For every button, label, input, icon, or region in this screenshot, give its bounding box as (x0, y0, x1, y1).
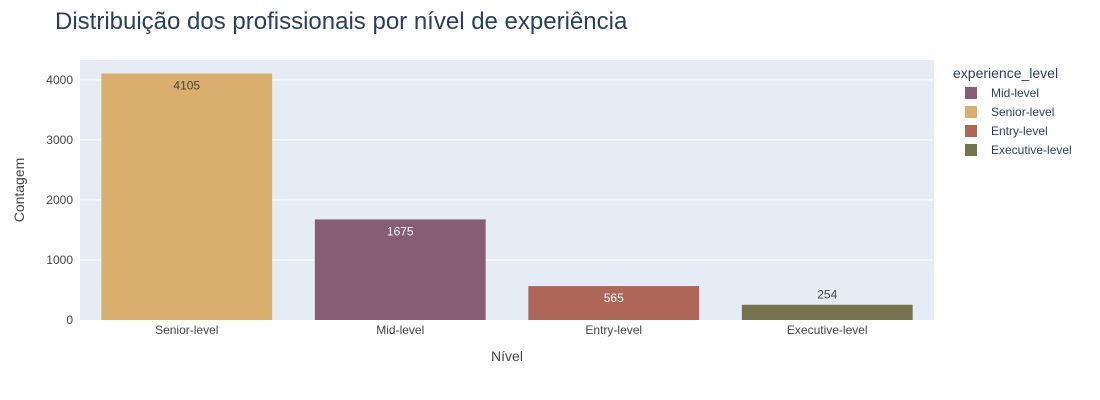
chart-title: Distribuição dos profissionais por nível… (55, 8, 628, 35)
legend-swatch (965, 87, 977, 99)
bar-value-label: 254 (817, 288, 837, 302)
legend-item-executive-level[interactable]: Executive-level (965, 143, 1072, 157)
bar-mid-level[interactable] (314, 219, 486, 320)
bar-entry-level[interactable] (528, 286, 700, 320)
legend-swatch (965, 144, 977, 156)
bar-value-label: 4105 (173, 79, 200, 93)
legend-item-senior-level[interactable]: Senior-level (965, 105, 1054, 119)
legend[interactable]: Mid-level Senior-level Entry-level Executiv… (965, 86, 1072, 157)
y-tick-label: 1000 (46, 253, 73, 267)
legend-item-mid-level[interactable]: Mid-level (965, 86, 1039, 100)
legend-label: Entry-level (991, 124, 1048, 138)
bar-value-label: 1675 (387, 224, 414, 238)
y-tick-label: 0 (66, 313, 73, 327)
x-tick-label: Senior-level (155, 323, 218, 337)
bar-value-label: 565 (604, 291, 624, 305)
x-tick-labels: Senior-level Mid-level Entry-level Executiv… (155, 323, 868, 337)
legend-swatch (965, 125, 977, 137)
y-tick-labels: 0 1000 2000 3000 4000 (46, 73, 73, 327)
y-tick-label: 3000 (46, 133, 73, 147)
legend-swatch (965, 106, 977, 118)
y-tick-label: 2000 (46, 193, 73, 207)
x-tick-label: Mid-level (376, 323, 424, 337)
bars: 4105 1675 565 254 (101, 73, 913, 320)
y-tick-label: 4000 (46, 73, 73, 87)
x-tick-label: Entry-level (585, 323, 642, 337)
legend-label: Senior-level (991, 105, 1054, 119)
legend-item-entry-level[interactable]: Entry-level (965, 124, 1048, 138)
legend-label: Mid-level (991, 86, 1039, 100)
legend-title[interactable]: experience_level (953, 65, 1058, 81)
y-axis-title: Contagem (11, 158, 27, 223)
x-tick-label: Executive-level (787, 323, 868, 337)
legend-label: Executive-level (991, 143, 1072, 157)
bar-senior-level[interactable] (101, 73, 273, 320)
x-axis-title: Nível (491, 348, 523, 364)
bar-executive-level[interactable] (741, 304, 913, 320)
